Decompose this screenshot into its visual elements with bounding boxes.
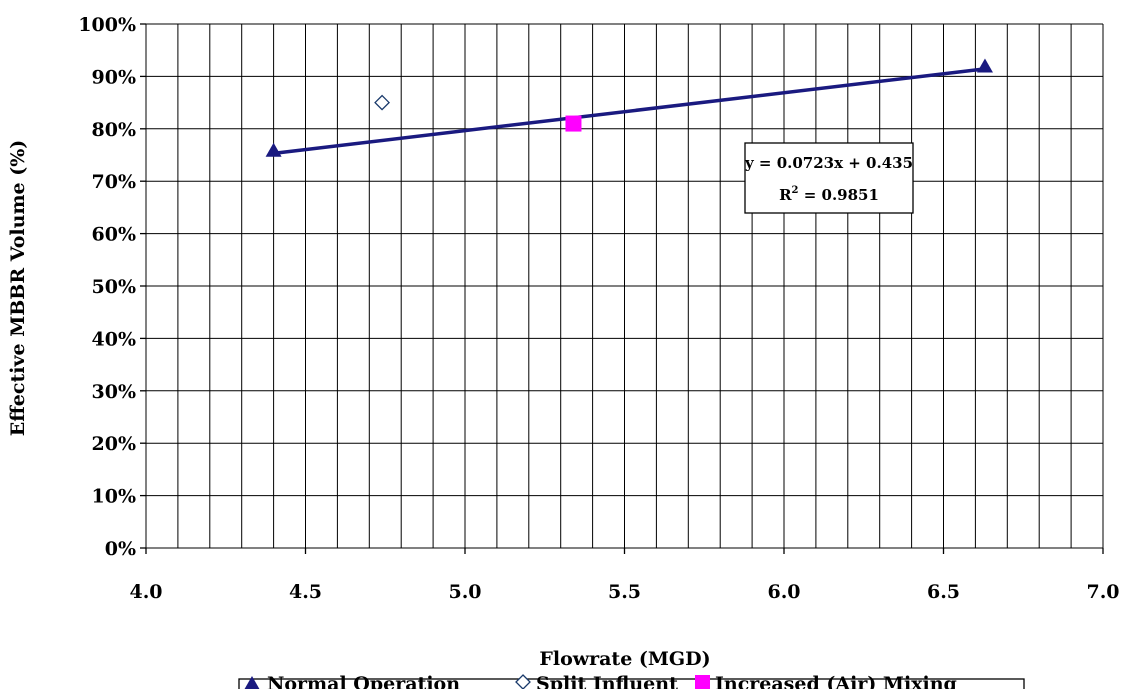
y-tick-label: 10% [92,486,137,508]
x-tick-label: 5.0 [448,581,481,603]
y-tick-label: 30% [92,381,137,403]
trendline-line [271,67,987,156]
legend: Normal Operation Split Influent Increase… [238,673,1025,689]
r-squared-value: = 0.9851 [799,186,879,204]
legend-split-influent-icon [515,674,531,689]
y-tick-label: 20% [92,433,137,455]
x-tick-label: 6.0 [767,581,800,603]
x-tick-label: 4.0 [129,581,162,603]
x-tick-label: 6.5 [927,581,960,603]
split-influent-point [374,94,390,111]
normal-operation-point [265,142,282,157]
trendline [271,67,987,156]
y-tick-label: 60% [92,224,137,246]
y-axis-title: Effective MBBR Volume (%) [7,140,29,437]
y-tick-label: 70% [92,171,137,193]
y-tick-label: 0% [105,538,136,560]
legend-split-influent-label: Split Influent [536,673,678,689]
y-tick-label: 50% [92,276,137,298]
x-tick-label: 7.0 [1086,581,1119,603]
r-squared-prefix: R [779,186,792,204]
legend-increased-mixing-label: Increased (Air) Mixing [715,673,957,689]
normal-operation-point [976,58,993,73]
legend-normal-operation-icon [244,676,260,689]
equation-text: y = 0.0723x + 0.435 [744,154,913,172]
increased-mixing-point [565,115,582,132]
x-tick-label: 5.5 [608,581,641,603]
tick-labels: 4.0 4.5 5.0 5.5 6.0 6.5 7.0 0% 10% 20% 30% 40% 50% 60… [78,14,1119,603]
r-squared-superscript: 2 [792,185,799,196]
legend-normal-operation-label: Normal Operation [267,673,460,689]
data-points [265,58,993,157]
y-tick-label: 40% [92,328,137,350]
x-tick-label: 4.5 [289,581,322,603]
y-tick-label: 100% [78,14,136,36]
r-squared-text: R2 = 0.9851 [779,185,879,204]
grid [140,23,1104,554]
legend-increased-mixing-icon [695,675,710,689]
y-tick-label: 80% [92,119,137,141]
y-tick-label: 90% [92,66,137,88]
equation-box: y = 0.0723x + 0.435 R2 = 0.9851 [744,142,914,214]
x-axis-title: Flowrate (MGD) [539,648,710,670]
